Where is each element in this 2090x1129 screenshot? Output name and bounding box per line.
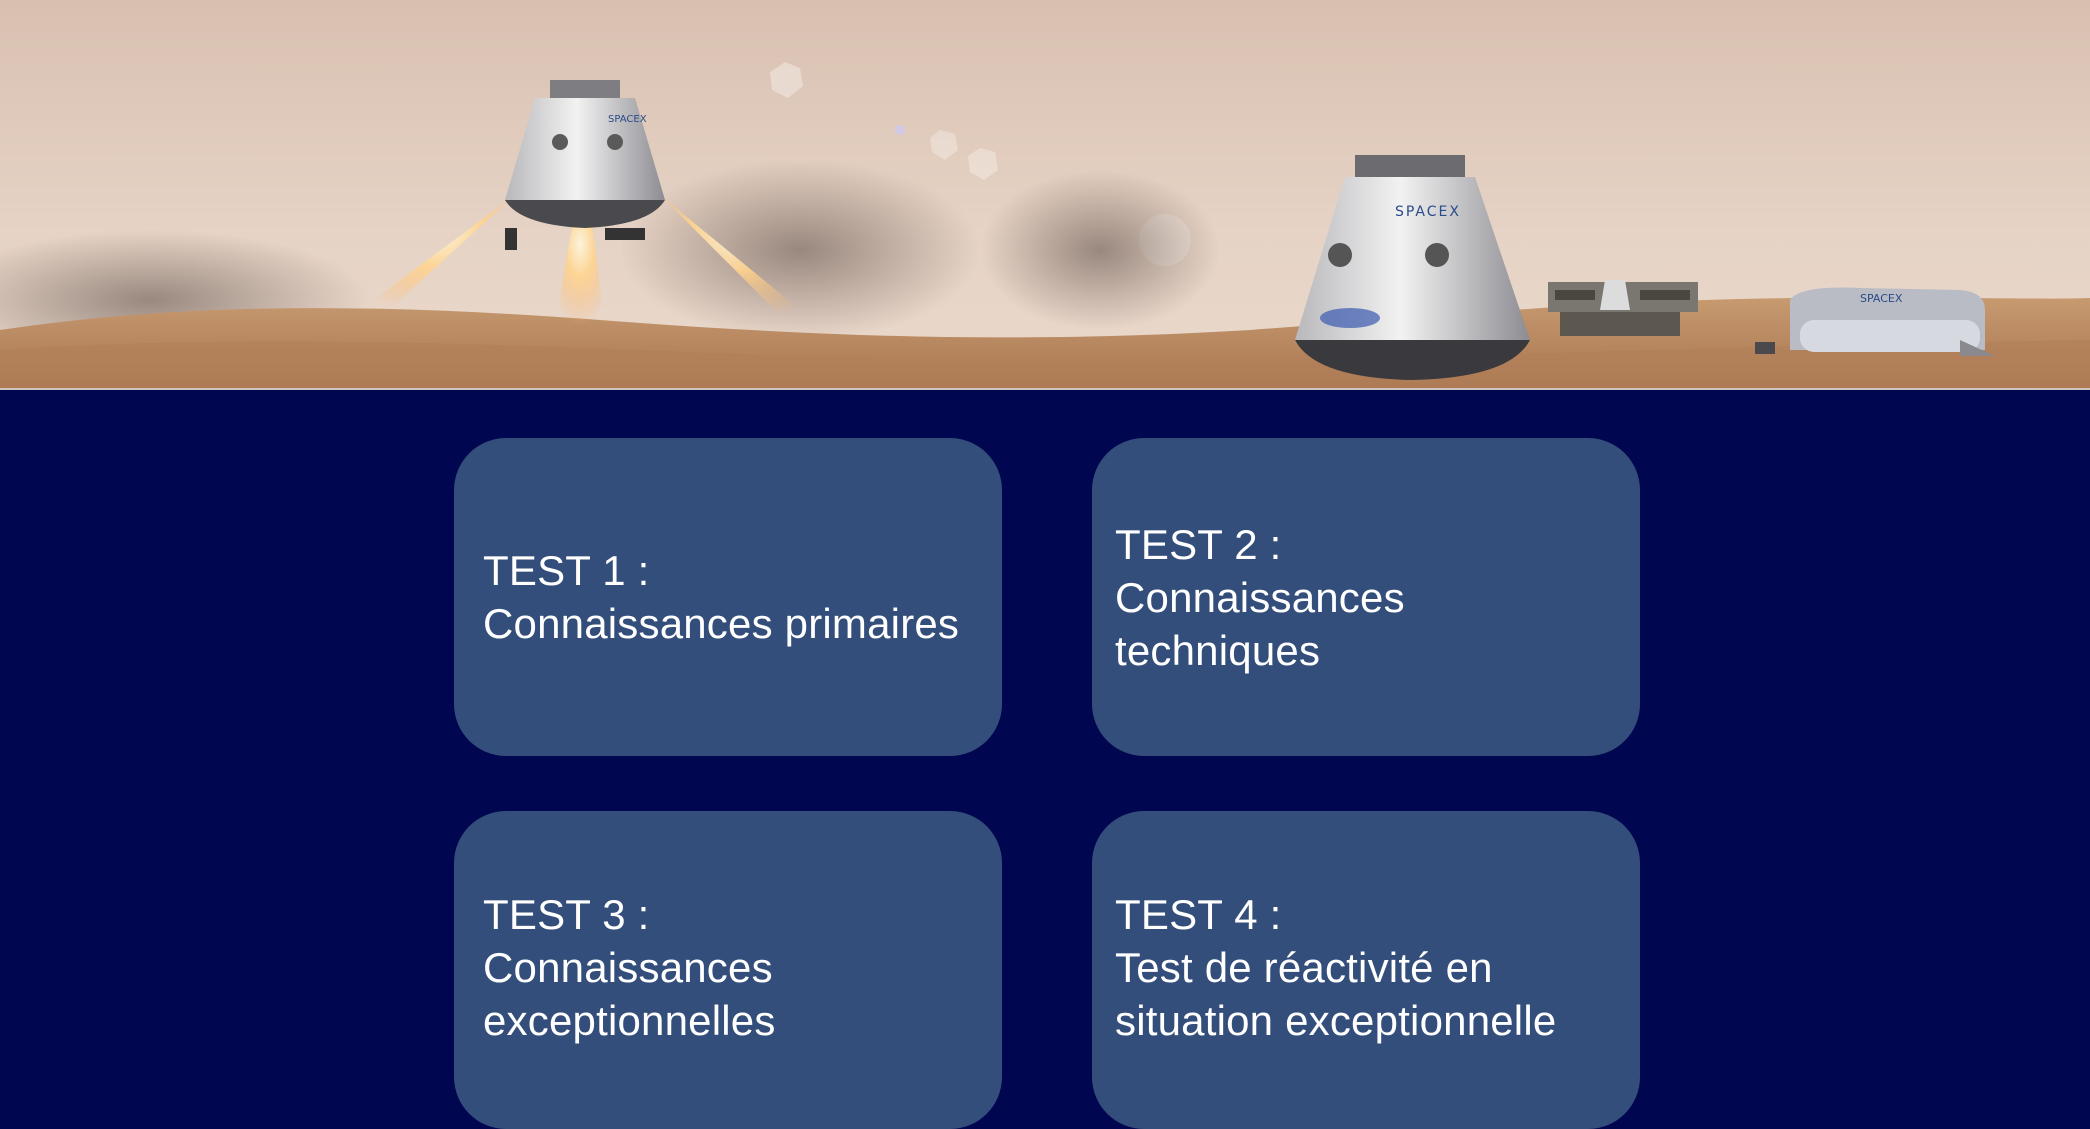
svg-text:SPACEX: SPACEX [608,114,647,125]
test-1-subtitle: Connaissances primaires [483,600,960,647]
test-4-subtitle: Test de réactivité en situation exceptio… [1115,943,1557,1044]
capsule-left: SPACEX [505,80,665,250]
mars-landing-illustration: SPACEX SPACEX SPACEX [0,0,2090,388]
test-3-label: TEST 3 : Connaissances exceptionnelles [483,888,776,1047]
test-2-card[interactable]: TEST 2 : Connaissances techniques [1092,438,1640,756]
mars-rover [1548,280,1698,336]
test-2-subtitle: Connaissances techniques [1115,573,1405,674]
svg-text:SPACEX: SPACEX [1860,292,1903,305]
mars-landing-banner: SPACEX SPACEX SPACEX [0,0,2090,390]
test-2-title: TEST 2 : [1115,520,1282,568]
test-2-label: TEST 2 : Connaissances techniques [1115,518,1405,677]
test-1-title: TEST 1 : [483,547,650,594]
test-3-subtitle: Connaissances exceptionnelles [483,943,776,1044]
svg-text:SPACEX: SPACEX [1395,204,1461,220]
test-4-title: TEST 4 : [1115,890,1282,938]
test-4-label: TEST 4 : Test de réactivité en situation … [1115,888,1556,1047]
test-selection-area: TEST 1 : Connaissances primaires TEST 2 :… [0,390,2090,1129]
test-4-card[interactable]: TEST 4 : Test de réactivité en situation … [1092,811,1640,1129]
test-3-title: TEST 3 : [483,890,650,938]
test-3-card[interactable]: TEST 3 : Connaissances exceptionnelles [454,811,1002,1129]
capsule-right: SPACEX [1295,155,1530,380]
test-1-card[interactable]: TEST 1 : Connaissances primaires [454,438,1002,756]
mars-habitat: SPACEX [1755,287,1995,356]
test-1-label: TEST 1 : Connaissances primaires [483,544,959,650]
